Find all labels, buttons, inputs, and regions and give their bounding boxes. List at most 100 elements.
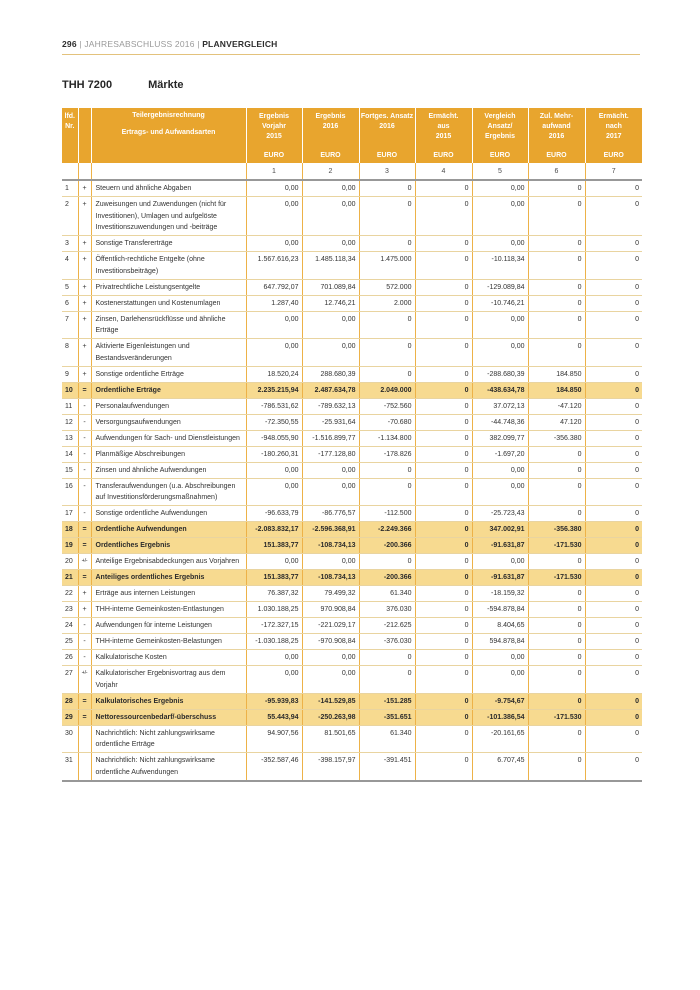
cell-value: 0 xyxy=(527,462,585,479)
cell-value: 0 xyxy=(414,414,472,431)
cell-value: 0 xyxy=(527,196,585,236)
row-sign: +/- xyxy=(77,553,91,570)
cell-value: 0 xyxy=(584,553,642,570)
row-description: Erträge aus internen Leistungen xyxy=(90,585,246,602)
cell-value: 0 xyxy=(414,693,472,710)
cell-value: 0,00 xyxy=(245,338,302,367)
table-row: 29 = Nettoressourcenbedarf/-überschuss 5… xyxy=(62,709,642,726)
row-number: 6 xyxy=(62,295,78,312)
running-header: 296 | JAHRESABSCHLUSS 2016 | PLANVERGLEI… xyxy=(62,0,640,49)
table-row: 26 - Kalkulatorische Kosten 0,00 0,00 0 0 0,… xyxy=(62,649,642,666)
cell-value: 2.487.634,78 xyxy=(301,382,359,399)
cell-value: -112.500 xyxy=(358,505,415,522)
cell-value: 0 xyxy=(584,462,642,479)
table-body: 1 + Steuern und ähnliche Abgaben 0,00 0,0… xyxy=(62,180,642,782)
cell-value: 0 xyxy=(358,338,415,367)
cell-value: 0 xyxy=(584,311,642,339)
row-number: 17 xyxy=(62,505,78,522)
column-number: 2 xyxy=(301,163,359,181)
cell-value: 151.383,77 xyxy=(245,537,302,554)
row-sign: - xyxy=(77,505,91,522)
column-header: Vergleich Ansatz/ Ergebnis EURO xyxy=(471,108,528,163)
cell-value: 0 xyxy=(527,649,585,666)
row-description: Kalkulatorische Kosten xyxy=(90,649,246,666)
cell-value: 0 xyxy=(414,505,472,522)
cell-value: 701.089,84 xyxy=(301,279,359,296)
cell-value: 0 xyxy=(584,649,642,666)
cell-value: 0 xyxy=(584,295,642,312)
column-header-label: Ergebnis Vorjahr 2015 xyxy=(259,113,289,141)
cell-value: -200.366 xyxy=(358,569,415,586)
cell-value: 0 xyxy=(414,601,472,618)
cell-value: 0,00 xyxy=(301,235,359,252)
row-description: Anteiliges ordentliches Ergebnis xyxy=(90,569,246,586)
cell-value: 0 xyxy=(584,414,642,431)
cell-value: 347.002,91 xyxy=(471,521,528,538)
cell-value: 151.383,77 xyxy=(245,569,302,586)
row-description: Öffentlich-rechtliche Entgelte (ohne Inv… xyxy=(90,251,246,280)
cell-value: 76.387,32 xyxy=(245,585,302,602)
table-row: 19 = Ordentliches Ergebnis 151.383,77 -10… xyxy=(62,537,642,554)
cell-value: -789.632,13 xyxy=(301,398,359,415)
row-number: 31 xyxy=(62,752,78,782)
cell-value: 0,00 xyxy=(301,180,359,197)
cell-value: 0 xyxy=(584,633,642,650)
column-number: 3 xyxy=(358,163,415,181)
cell-value: 0 xyxy=(414,180,472,197)
cell-value: 0,00 xyxy=(245,180,302,197)
cell-value: 0 xyxy=(584,537,642,554)
row-number: 1 xyxy=(62,180,78,197)
cell-value: 0 xyxy=(527,180,585,197)
column-number-spacer xyxy=(77,163,91,181)
cell-value: -752.560 xyxy=(358,398,415,415)
cell-value: -177.128,80 xyxy=(301,446,359,463)
cell-value: 0 xyxy=(527,617,585,634)
row-description: Sonstige ordentliche Erträge xyxy=(90,366,246,383)
column-header-unit: EURO xyxy=(603,152,624,159)
cell-value: 0 xyxy=(414,382,472,399)
row-number: 9 xyxy=(62,366,78,383)
row-sign: + xyxy=(77,338,91,367)
cell-value: 0 xyxy=(584,569,642,586)
cell-value: -72.350,55 xyxy=(245,414,302,431)
cell-value: 37.072,13 xyxy=(471,398,528,415)
cell-value: -9.754,67 xyxy=(471,693,528,710)
column-header: Ergebnis Vorjahr 2015 EURO xyxy=(245,108,302,163)
cell-value: 0,00 xyxy=(301,338,359,367)
row-number: 25 xyxy=(62,633,78,650)
column-number: 1 xyxy=(245,163,302,181)
cell-value: -101.386,54 xyxy=(471,709,528,726)
cell-value: -171.530 xyxy=(527,569,585,586)
column-number-spacer xyxy=(62,163,78,181)
cell-value: -391.451 xyxy=(358,752,415,782)
cell-value: 0 xyxy=(527,752,585,782)
row-description: Nettoressourcenbedarf/-überschuss xyxy=(90,709,246,726)
row-description: Aktivierte Eigenleistungen und Bestandsv… xyxy=(90,338,246,367)
row-description: Anteilige Ergebnisabdeckungen aus Vorjah… xyxy=(90,553,246,570)
cell-value: 184.850 xyxy=(527,382,585,399)
row-description: Kalkulatorisches Ergebnis xyxy=(90,693,246,710)
cell-value: 0 xyxy=(527,235,585,252)
table-row: 17 - Sonstige ordentliche Aufwendungen -… xyxy=(62,505,642,522)
row-number: 20 xyxy=(62,553,78,570)
cell-value: -18.159,32 xyxy=(471,585,528,602)
row-sign: + xyxy=(77,251,91,280)
cell-value: 1.485.118,34 xyxy=(301,251,359,280)
cell-value: 61.340 xyxy=(358,725,415,753)
cell-value: 0,00 xyxy=(471,338,528,367)
column-header-description: Teilergebnisrechnung Ertrags- und Aufwan… xyxy=(90,108,246,163)
cell-value: 0,00 xyxy=(471,553,528,570)
cell-value: 0,00 xyxy=(471,180,528,197)
row-sign: - xyxy=(77,398,91,415)
cell-value: -1.516.899,77 xyxy=(301,430,359,447)
document-name: JAHRESABSCHLUSS 2016 xyxy=(84,39,195,49)
cell-value: 0 xyxy=(527,446,585,463)
cell-value: 0 xyxy=(527,665,585,694)
column-header: Ermächt. aus 2015 EURO xyxy=(414,108,472,163)
row-sign: - xyxy=(77,649,91,666)
cell-value: -1.030.188,25 xyxy=(245,633,302,650)
budget-name: Märkte xyxy=(148,79,184,91)
cell-value: 0 xyxy=(358,553,415,570)
row-description: Versorgungsaufwendungen xyxy=(90,414,246,431)
cell-value: 0,00 xyxy=(245,553,302,570)
